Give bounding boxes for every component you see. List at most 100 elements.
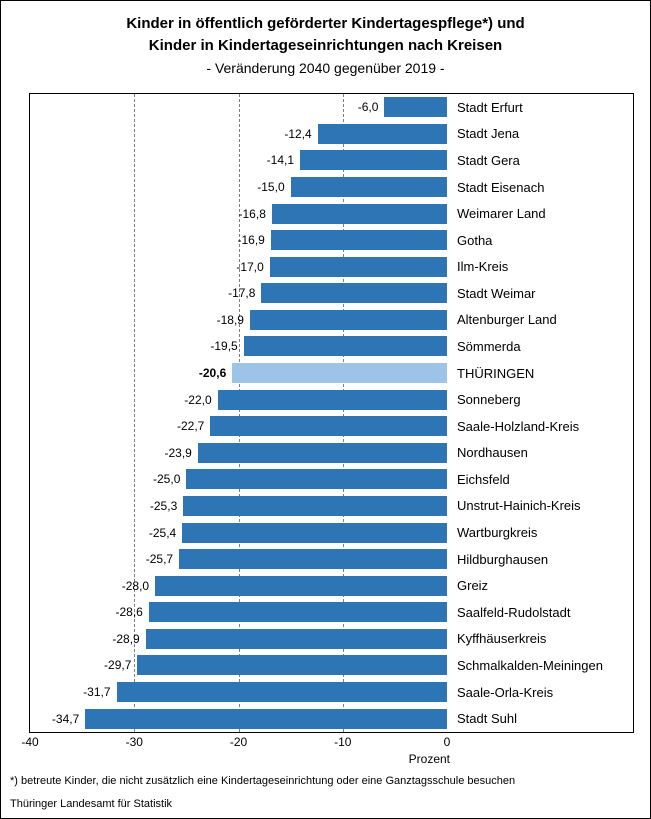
chart-subtitle: - Veränderung 2040 gegenüber 2019 -	[206, 60, 445, 76]
x-tick-label: -10	[334, 735, 352, 749]
bar-value-label: -25,7	[145, 552, 174, 567]
chart-row: -29,7 Schmalkalden-Meiningen	[30, 652, 633, 679]
category-label: Greiz	[457, 578, 489, 594]
category-label: Stadt Erfurt	[457, 99, 523, 115]
bar-value-label: -28,0	[121, 578, 150, 593]
bar-track: -25,4	[30, 519, 447, 546]
category-label: Gotha	[457, 232, 493, 248]
bar-track: -18,9	[30, 307, 447, 334]
bar-track: -25,0	[30, 466, 447, 493]
x-tick-label: 0	[443, 735, 451, 749]
chart-row: -16,9 Gotha	[30, 227, 633, 254]
bar-value-label: -28,9	[112, 631, 140, 646]
bar	[217, 389, 447, 410]
bar-value-label: -28,6	[115, 605, 143, 620]
bar-value-label: -17,0	[236, 259, 264, 274]
chart-header: Kinder in öffentlich geförderter Kindert…	[1, 13, 650, 78]
bar	[182, 522, 447, 543]
chart-row: -34,7 Stadt Suhl	[30, 705, 633, 732]
bar-track: -34,7	[30, 705, 447, 732]
bar-value-label: -17,8	[228, 286, 256, 301]
bar-track: -22,7	[30, 413, 447, 440]
bar-track: -16,9	[30, 227, 447, 254]
x-tick-label: -30	[125, 735, 143, 749]
chart-row: -20,6 THÜRINGEN	[30, 360, 633, 387]
bar	[317, 123, 447, 144]
chart-row: -28,0 Greiz	[30, 572, 633, 599]
bar	[148, 602, 447, 623]
gridline	[134, 94, 136, 732]
bar-track: -17,8	[30, 280, 447, 307]
chart-title-line2: Kinder in Kindertageseinrichtungen nach …	[148, 37, 503, 54]
category-label: Stadt Gera	[457, 152, 520, 168]
bar-value-label: -25,0	[153, 472, 181, 487]
bar	[261, 283, 447, 304]
category-label: Stadt Suhl	[457, 711, 517, 727]
bar-value-label: -14,1	[266, 153, 295, 168]
gridlines	[30, 94, 633, 732]
category-label: Weimarer Land	[457, 206, 546, 222]
bar-track: -31,7	[30, 679, 447, 706]
bar-value-label: -25,4	[148, 525, 177, 540]
source: Thüringer Landesamt für Statistik	[10, 798, 173, 810]
category-label: Wartburgkreis	[457, 525, 538, 541]
bar-track: -25,7	[30, 546, 447, 573]
bar-value-label: -34,7	[51, 711, 80, 726]
bar	[269, 256, 447, 277]
bar-track: -28,0	[30, 572, 447, 599]
bar	[243, 336, 447, 357]
bar-value-label: -31,7	[83, 685, 111, 699]
bar-track: -28,6	[30, 599, 447, 626]
bar-track: -22,0	[30, 386, 447, 413]
chart-row: -16,8 Weimarer Land	[30, 200, 633, 227]
bar	[116, 682, 447, 702]
chart-row: -22,0 Sonneberg	[30, 386, 633, 413]
bar-value-label: -12,4	[284, 126, 312, 141]
category-label: Kyffhäuserkreis	[457, 631, 547, 647]
bar-track: -16,8	[30, 200, 447, 227]
bar-value-label: -6,0	[357, 100, 379, 115]
chart-row: -14,1 Stadt Gera	[30, 147, 633, 174]
bar-value-label: -23,9	[164, 445, 192, 460]
category-label: Sömmerda	[457, 338, 521, 354]
bar-value-label: -15,0	[257, 180, 285, 195]
chart-row: -17,0 Ilm-Kreis	[30, 253, 633, 280]
bar	[85, 708, 447, 729]
bar-track: -28,9	[30, 626, 447, 653]
category-label: Stadt Eisenach	[457, 179, 545, 195]
bar	[249, 309, 447, 330]
plot-rows: -6,0 Stadt Erfurt -12,4 Stadt Jena -14,1 Stad…	[30, 94, 633, 732]
bar-value-label: -16,9	[237, 233, 265, 248]
bar-track: -29,7	[30, 652, 447, 679]
footnote: *) betreute Kinder, die nicht zusätzlich…	[10, 775, 516, 787]
bar	[155, 575, 447, 596]
bar-track: -12,4	[30, 121, 447, 148]
chart-row: -15,0 Stadt Eisenach	[30, 174, 633, 201]
chart-row: -28,9 Kyffhäuserkreis	[30, 626, 633, 653]
chart-row: -18,9 Altenburger Land	[30, 307, 633, 334]
category-label: Stadt Weimar	[457, 285, 536, 301]
bar-value-label: -19,5	[210, 339, 238, 354]
bar-track: -25,3	[30, 493, 447, 520]
chart-row: -25,0 Eichsfeld	[30, 466, 633, 493]
bar	[137, 655, 447, 676]
chart-row: -6,0 Stadt Erfurt	[30, 94, 633, 121]
category-label: Saale-Holzland-Kreis	[457, 418, 580, 434]
bar-track: -23,9	[30, 440, 447, 467]
bar-value-label: -29,7	[104, 658, 132, 673]
chart-row: -25,3 Unstrut-Hainich-Kreis	[30, 493, 633, 520]
chart-row: -28,6 Saalfeld-Rudolstadt	[30, 599, 633, 626]
bar	[197, 442, 447, 463]
x-axis-label: Prozent	[408, 752, 450, 766]
bar	[384, 97, 447, 118]
bar-track: -19,5	[30, 333, 447, 360]
category-label: Saale-Orla-Kreis	[457, 684, 554, 700]
bar	[270, 230, 447, 251]
category-label: Schmalkalden-Meiningen	[457, 657, 603, 673]
gridline	[238, 94, 240, 732]
bar	[145, 628, 447, 649]
category-label: Sonneberg	[457, 392, 521, 408]
bar	[210, 416, 447, 437]
chart-row: -12,4 Stadt Jena	[30, 121, 633, 148]
